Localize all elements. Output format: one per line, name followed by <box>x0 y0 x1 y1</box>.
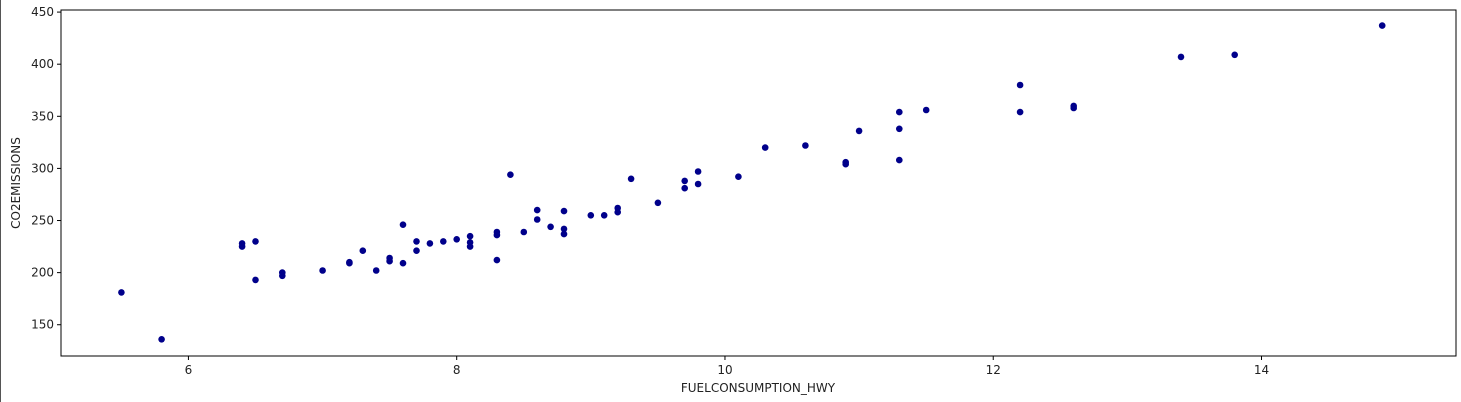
data-point <box>533 216 541 223</box>
plot-area <box>60 9 1457 357</box>
data-point <box>372 267 380 274</box>
data-point <box>922 106 930 114</box>
data-point <box>520 228 528 236</box>
data-point <box>346 258 353 266</box>
data-point <box>896 125 903 133</box>
y-tick-label: 150 <box>31 318 54 332</box>
x-tick-label: 6 <box>185 363 193 377</box>
data-point <box>896 156 903 164</box>
x-axis-label: FUELCONSUMPTION_HWY <box>681 381 836 395</box>
data-point <box>238 243 246 250</box>
data-point <box>1231 51 1238 59</box>
data-point <box>694 180 702 188</box>
data-point <box>600 212 608 219</box>
data-point <box>560 207 568 215</box>
y-tick-label: 300 <box>31 161 54 175</box>
data-point <box>399 259 407 267</box>
data-point <box>279 272 286 280</box>
data-point <box>1016 108 1024 116</box>
x-tick-label: 8 <box>453 363 461 377</box>
data-point <box>587 212 595 219</box>
data-point <box>413 247 420 254</box>
y-axis-ticks: 150 200 250 300 350 400 450 <box>31 5 61 332</box>
data-point <box>466 243 474 250</box>
y-tick-label: 450 <box>31 5 54 19</box>
data-point <box>654 199 662 207</box>
data-point <box>614 208 621 216</box>
data-point <box>547 223 554 231</box>
y-axis-label: CO2EMISSIONS <box>9 137 23 229</box>
data-point <box>1378 22 1386 29</box>
data-point <box>399 221 407 228</box>
data-point <box>842 160 849 168</box>
data-point <box>359 247 367 254</box>
x-axis-ticks: 6 8 10 12 14 <box>185 356 1269 377</box>
data-point <box>627 175 635 183</box>
data-point <box>466 232 474 240</box>
y-tick-label: 250 <box>31 214 54 228</box>
data-point <box>453 236 461 243</box>
data-point <box>426 240 434 247</box>
data-point <box>533 206 541 214</box>
data-point <box>118 289 125 296</box>
data-point <box>252 238 259 245</box>
data-point <box>1070 104 1077 112</box>
data-point <box>761 144 769 151</box>
x-tick-label: 14 <box>1254 363 1269 377</box>
data-point <box>802 142 809 149</box>
data-point <box>440 238 447 245</box>
data-point <box>386 257 393 265</box>
data-point <box>507 171 514 178</box>
data-point <box>681 184 688 192</box>
window-left-edge <box>0 0 1 402</box>
points-layer <box>118 22 1386 343</box>
x-tick-label: 12 <box>986 363 1001 377</box>
data-point <box>158 336 165 343</box>
x-tick-label: 10 <box>717 363 732 377</box>
data-point <box>560 225 568 233</box>
data-point <box>694 168 702 175</box>
data-point <box>855 127 863 135</box>
data-point <box>252 276 259 284</box>
data-point <box>681 177 688 185</box>
data-point <box>560 230 568 238</box>
data-point <box>1016 81 1024 89</box>
y-tick-label: 200 <box>31 266 54 280</box>
data-point <box>413 238 420 245</box>
y-tick-label: 400 <box>31 57 54 71</box>
data-point <box>319 267 326 274</box>
y-tick-label: 350 <box>31 109 54 123</box>
data-point <box>896 108 903 116</box>
data-point <box>493 256 501 264</box>
data-point <box>1177 53 1185 61</box>
data-point <box>735 173 742 180</box>
data-point <box>493 231 501 239</box>
